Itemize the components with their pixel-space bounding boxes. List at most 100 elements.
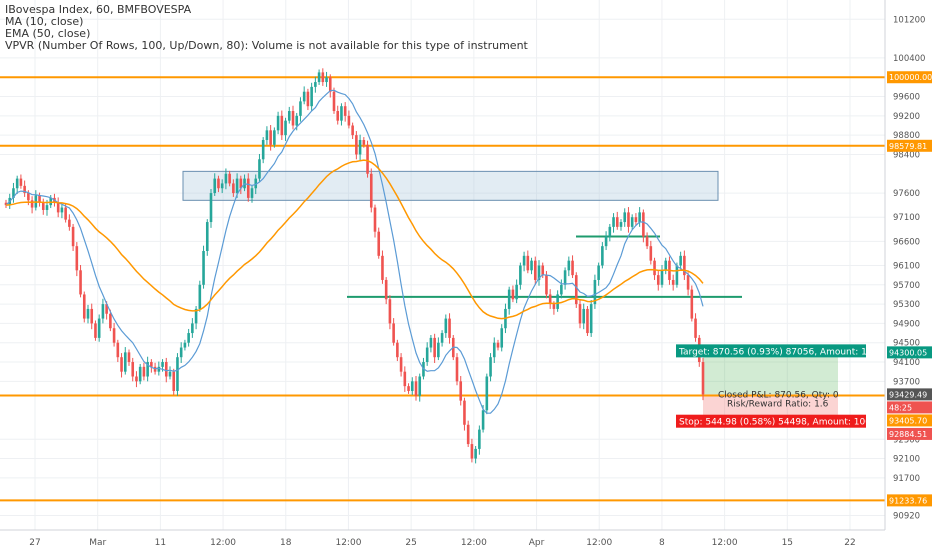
y-tick-label: 96100 [893,261,920,271]
candle-body [690,289,694,319]
candle-body [340,106,343,121]
candle-body [630,217,634,227]
candle-body [593,279,597,305]
candle-body [220,183,224,189]
candle-body [392,323,395,343]
candle-body [545,275,548,295]
x-tick-label: 27 [29,538,40,548]
candle-body [187,333,190,343]
position-target-box [676,344,866,358]
candle-body [619,222,623,227]
candle-body [571,260,574,276]
candle-body [675,265,679,285]
y-tick-label: 101200 [893,15,925,25]
grid-lines [0,0,885,530]
y-tick-label: 94100 [893,358,920,368]
ma-10-line [5,89,704,414]
candle-body [142,366,146,377]
candle-body [429,337,433,348]
candle-body [384,279,388,300]
candle-body [41,202,45,210]
candle-body [317,72,321,83]
x-tick-label: 12:00 [712,538,738,548]
candle-body [500,328,504,348]
candle-body [463,400,466,425]
candle-body [369,173,373,208]
candle-body [273,130,276,145]
candle-body [127,352,131,363]
candle-body [485,376,489,411]
candle-body [511,289,515,300]
candle-body [265,130,269,140]
candle-body [232,183,235,194]
y-tick-label: 97100 [893,213,920,223]
candle-body [615,217,619,227]
price-badge-label: 48:25 [889,403,912,412]
candle-body [4,202,8,206]
candle-body [194,308,198,324]
candle-body [146,362,149,377]
price-badge [887,346,932,359]
x-tick-label: 12:00 [586,538,612,548]
candle-body [347,115,351,126]
candle-body [459,381,463,401]
candle-body [254,178,258,189]
candle-body [634,217,638,223]
candle-body [533,260,537,280]
candle-body [481,410,485,430]
candle-body [586,308,589,334]
candle-body [336,111,340,121]
candle-body [302,91,306,102]
y-tick-label: 97600 [893,189,920,199]
candle-body [597,265,600,280]
candle-body [217,178,220,189]
x-axis-bg [0,530,932,550]
candle-body [68,219,71,227]
position-stop-box [676,414,866,428]
candle-body [519,265,522,285]
price-badge-label: 93405.70 [889,416,927,425]
candle-body [440,333,444,343]
candle-body [552,304,556,309]
candle-body [191,323,194,334]
candle-body [604,236,608,247]
candle-body [325,77,328,83]
candle-body [556,294,559,309]
candle-body [161,362,164,367]
candle-body [176,357,179,391]
candle-body [515,284,518,300]
position-profit-zone [703,352,838,395]
candle-body [358,139,362,155]
candle-body [276,115,280,131]
candle-body [362,139,366,145]
candle-body [183,342,187,348]
y-tick-label: 91700 [893,474,920,484]
candle-body [30,200,34,208]
candle-body [205,222,209,252]
candle-body [366,144,369,174]
candle-body [101,304,105,319]
candle-body [15,178,19,189]
y-axis-bg [885,0,932,550]
candle-body [112,328,116,343]
candle-body [381,255,384,280]
candle-body [269,130,272,145]
candle-body [627,212,630,227]
candle-body [328,77,332,92]
candle-body [23,185,26,194]
candle-body [425,347,429,363]
price-badge-label: 91233.76 [889,496,927,505]
candle-body [608,226,612,237]
price-badge-label: 98579.81 [889,142,927,151]
position-stop-label: Stop: 544.98 (0.58%) 54498, Amount: 1000 [679,418,877,428]
x-tick-label: Mar [89,538,106,548]
position-target-label: Target: 870.56 (0.93%) 87056, Amount: 10… [678,347,884,357]
y-tick-label: 94500 [893,339,920,349]
candle-body [407,386,410,391]
candle-body [351,125,354,136]
candle-body [280,115,284,136]
y-tick-label: 90920 [893,512,920,522]
price-badge-label: 94300.05 [889,348,927,357]
